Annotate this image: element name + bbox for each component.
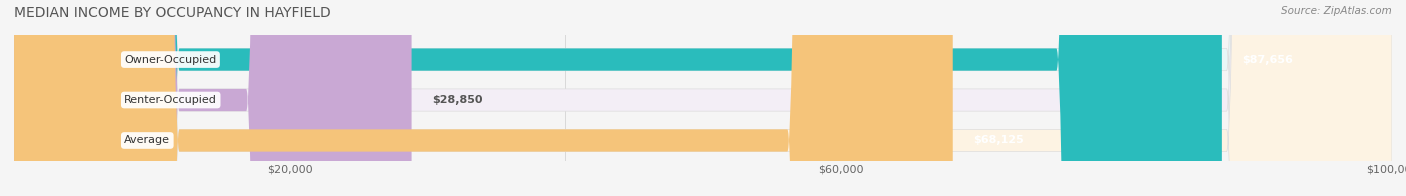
Text: $28,850: $28,850 <box>432 95 482 105</box>
Text: Owner-Occupied: Owner-Occupied <box>124 54 217 64</box>
FancyBboxPatch shape <box>14 0 1392 196</box>
Text: $87,656: $87,656 <box>1243 54 1294 64</box>
FancyBboxPatch shape <box>14 0 953 196</box>
Text: Renter-Occupied: Renter-Occupied <box>124 95 217 105</box>
FancyBboxPatch shape <box>14 0 1392 196</box>
FancyBboxPatch shape <box>14 0 1392 196</box>
Text: $68,125: $68,125 <box>973 135 1024 145</box>
Text: Average: Average <box>124 135 170 145</box>
Text: MEDIAN INCOME BY OCCUPANCY IN HAYFIELD: MEDIAN INCOME BY OCCUPANCY IN HAYFIELD <box>14 6 330 20</box>
Text: Source: ZipAtlas.com: Source: ZipAtlas.com <box>1281 6 1392 16</box>
FancyBboxPatch shape <box>14 0 1222 196</box>
FancyBboxPatch shape <box>14 0 412 196</box>
